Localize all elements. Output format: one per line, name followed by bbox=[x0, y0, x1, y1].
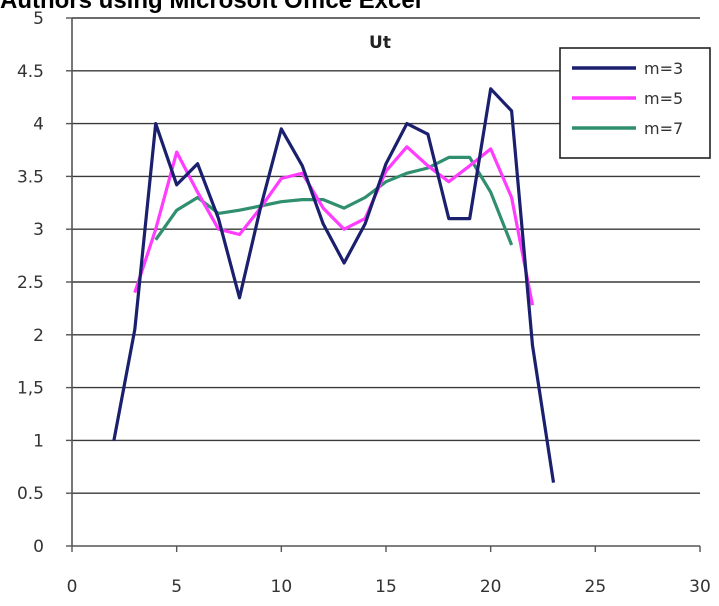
y-tick-label: 4.5 bbox=[17, 62, 44, 82]
x-tick-label: 20 bbox=[480, 577, 502, 597]
legend-label: m=7 bbox=[644, 119, 683, 138]
x-tick-label: 25 bbox=[585, 577, 607, 597]
y-tick-label: 3 bbox=[33, 220, 44, 240]
series-line-m=5 bbox=[133, 145, 535, 306]
x-tick-label: 10 bbox=[271, 577, 293, 597]
chart-title: Ut bbox=[369, 33, 391, 53]
y-tick-label: 1,5 bbox=[17, 379, 44, 399]
legend-label: m=5 bbox=[644, 89, 683, 108]
axes bbox=[71, 18, 700, 547]
y-tick-label: 2.5 bbox=[17, 273, 44, 293]
x-tick-label: 15 bbox=[375, 577, 397, 597]
legend-label: m=3 bbox=[644, 59, 683, 78]
y-tick-labels: 0 0.5 1 1,5 2 2.5 3 3.5 4 4.5 5 bbox=[17, 9, 44, 557]
caption: Authors using Microsoft Office Excel bbox=[0, 0, 422, 14]
x-tick-label: 5 bbox=[171, 577, 182, 597]
x-tick-label: 0 bbox=[67, 577, 78, 597]
y-tick-label: 4 bbox=[33, 115, 44, 135]
y-tick-label: 0 bbox=[33, 537, 44, 557]
series-line-m=3 bbox=[112, 87, 556, 483]
legend: m=3 m=5 m=7 bbox=[559, 47, 711, 159]
y-tick-label: 3.5 bbox=[17, 167, 44, 187]
x-tick-label: 30 bbox=[689, 577, 711, 597]
y-tick-label: 5 bbox=[33, 9, 44, 29]
series-line-m=7 bbox=[154, 155, 514, 246]
y-tick-label: 2 bbox=[33, 326, 44, 346]
legend-box bbox=[559, 47, 711, 159]
y-tick-label: 0.5 bbox=[17, 484, 44, 504]
y-tick-label: 1 bbox=[33, 431, 44, 451]
x-tick-labels: 0 5 10 15 20 25 30 bbox=[67, 577, 711, 597]
series-lines bbox=[112, 87, 556, 483]
